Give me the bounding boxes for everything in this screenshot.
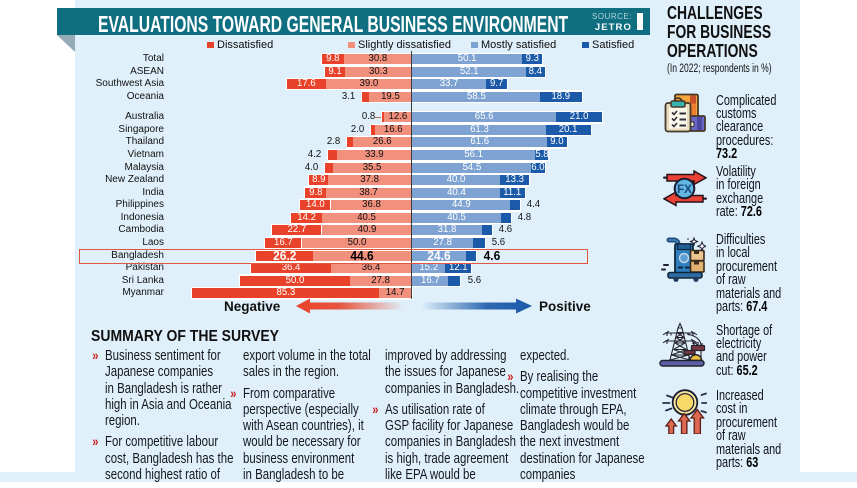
svg-text:FX: FX — [677, 184, 692, 196]
